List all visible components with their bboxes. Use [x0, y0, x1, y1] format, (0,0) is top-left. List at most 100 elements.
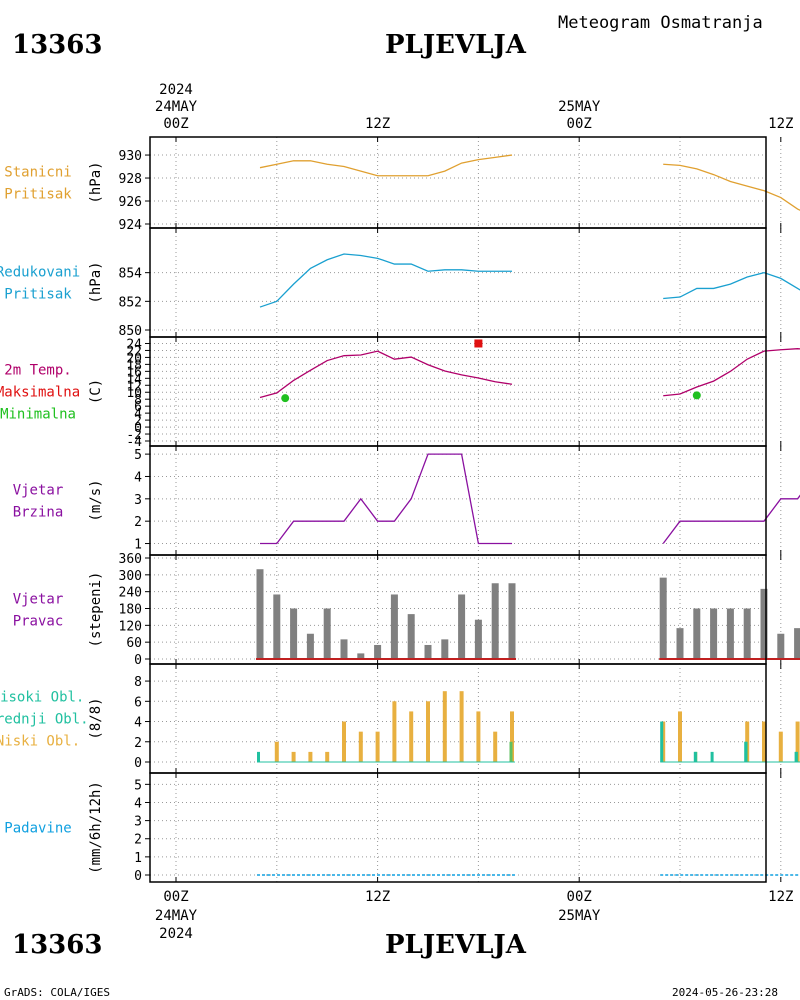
reduced-y-tick-label: 852 [119, 295, 142, 310]
temperature-legend-label: Minimalna [0, 407, 76, 423]
wind_direction-frame [149, 554, 767, 665]
wind_direction-y-tick-label: 300 [119, 569, 142, 584]
reduced-unit-label: (hPa) [88, 261, 104, 303]
clouds-y-tick-label: 8 [134, 675, 142, 690]
time-tick-label-bottom: 00Z [567, 889, 592, 905]
mid-cloud-bar [509, 741, 513, 762]
low-cloud-bar [476, 711, 481, 762]
low-cloud-bar [342, 721, 346, 762]
wind-direction-bar [726, 608, 734, 659]
wind-direction-bar [340, 639, 348, 659]
low-cloud-bar [325, 751, 330, 762]
wind-direction-bar [659, 577, 667, 659]
pressure-panel: 924 926 928 930 (hPa) Stanicni Pritisak [4, 136, 800, 233]
temperature-y-tick-label: 16 [126, 365, 142, 380]
wind-direction-bar [743, 608, 751, 659]
wind-direction-bar [357, 653, 365, 659]
reduced-legend-label: Redukovani [0, 265, 80, 281]
wind-direction-bar [710, 608, 718, 659]
wind_speed-y-tick-label: 3 [134, 493, 142, 508]
clouds-unit-label: (8/8) [88, 697, 104, 739]
wind-direction-bar [323, 608, 331, 659]
wind_speed-series-line [662, 494, 800, 544]
precipitation-panel: 0 1 2 3 4 5 (mm/6h/12h) Padavine [4, 772, 800, 884]
wind-direction-bar [374, 644, 382, 659]
wind_speed-y-tick-label: 5 [134, 448, 142, 463]
low-cloud-bar [291, 751, 296, 762]
clouds-legend-label: Srednji Obl. [0, 712, 89, 728]
wind-direction-bar [390, 594, 398, 659]
temperature-frame [149, 336, 767, 447]
min-temp-marker [281, 394, 290, 403]
date-label-top: 25MAY [558, 99, 601, 115]
wind-direction-bar [256, 569, 264, 659]
date-label-bottom: 24MAY [155, 908, 198, 924]
reduced-panel: 850 852 854 (hPa) Redukovani Pritisak [0, 227, 800, 339]
wind_speed-unit-label: (m/s) [88, 479, 104, 521]
pressure-series-line [663, 163, 800, 211]
temperature-y-tick-label: 0 [134, 421, 142, 436]
wind_direction-y-tick-label: 0 [134, 653, 142, 668]
wind_speed-frame [149, 445, 767, 556]
high-cloud-bar [710, 751, 714, 762]
temperature-series-line [663, 348, 800, 397]
station-id-top: 13363 [12, 30, 103, 60]
pressure-series-line [259, 154, 513, 177]
low-cloud-bar [426, 701, 430, 762]
wind-direction-bar [794, 628, 800, 659]
wind-direction-bar [760, 588, 768, 659]
low-cloud-bar [678, 711, 682, 762]
clouds-legend-label: Visoki Obl. [0, 690, 84, 706]
footer-credit: GrADS: COLA/IGES [4, 986, 110, 999]
clouds-y-tick-label: 6 [134, 695, 142, 710]
wind_speed-legend-label: Brzina [13, 505, 64, 521]
wind_speed-panel: 1 2 3 4 5 (m/s) Vjetar Brzina [13, 445, 800, 556]
precipitation-frame [149, 772, 767, 883]
wind_direction-y-tick-label: 360 [119, 552, 142, 567]
precipitation-legend-label: Padavine [4, 821, 71, 837]
temperature-y-tick-label: 20 [126, 351, 142, 366]
pressure-legend-label: Stanicni [4, 165, 71, 181]
low-cloud-bar [510, 711, 514, 762]
wind-direction-bar [777, 633, 785, 659]
temperature-y-tick-label: -4 [126, 435, 142, 450]
date-label-bottom: 25MAY [558, 908, 601, 924]
reduced-y-tick-label: 850 [119, 324, 142, 339]
wind-direction-bar [273, 594, 281, 659]
subtitle: Meteogram Osmatranja [558, 13, 763, 33]
reduced-series-line [663, 271, 800, 300]
wind-direction-bar [508, 583, 516, 659]
temperature-y-tick-label: 24 [126, 337, 142, 352]
wind-direction-bar [424, 644, 432, 659]
temperature-y-tick-label: 6 [134, 400, 142, 415]
temperature-y-tick-label: 4 [134, 407, 142, 422]
wind-direction-bar [306, 633, 314, 659]
wind_speed-legend-label: Vjetar [13, 483, 64, 499]
wind_direction-y-tick-label: 240 [119, 586, 142, 601]
high-cloud-bar [744, 741, 748, 762]
clouds-y-tick-label: 0 [134, 756, 142, 771]
wind_direction-y-tick-label: 180 [119, 603, 142, 618]
precipitation-y-tick-label: 1 [134, 851, 142, 866]
low-cloud-bar [459, 691, 464, 762]
wind_speed-series-line [260, 453, 512, 545]
wind-direction-bar [290, 608, 298, 659]
high-cloud-bar [257, 751, 260, 762]
pressure-y-tick-label: 928 [119, 172, 142, 187]
low-cloud-bar [358, 731, 363, 762]
wind_direction-y-tick-label: 60 [126, 636, 142, 651]
temperature-y-tick-label: 12 [126, 379, 142, 394]
time-tick-label-top: 12Z [768, 116, 793, 132]
reduced-y-tick-label: 854 [119, 267, 143, 282]
temperature-y-tick-label: 10 [126, 386, 142, 401]
wind-direction-bar [407, 614, 415, 659]
wind-direction-bar [441, 639, 449, 659]
temperature-legend-label: Maksimalna [0, 385, 80, 401]
temperature-y-tick-label: 8 [134, 393, 142, 408]
pressure-unit-label: (hPa) [88, 161, 104, 203]
time-tick-label-top: 12Z [365, 116, 390, 132]
reduced-legend-label: Pritisak [4, 287, 72, 303]
time-tick-label-top: 00Z [163, 116, 188, 132]
temperature-y-tick-label: 14 [126, 372, 142, 387]
